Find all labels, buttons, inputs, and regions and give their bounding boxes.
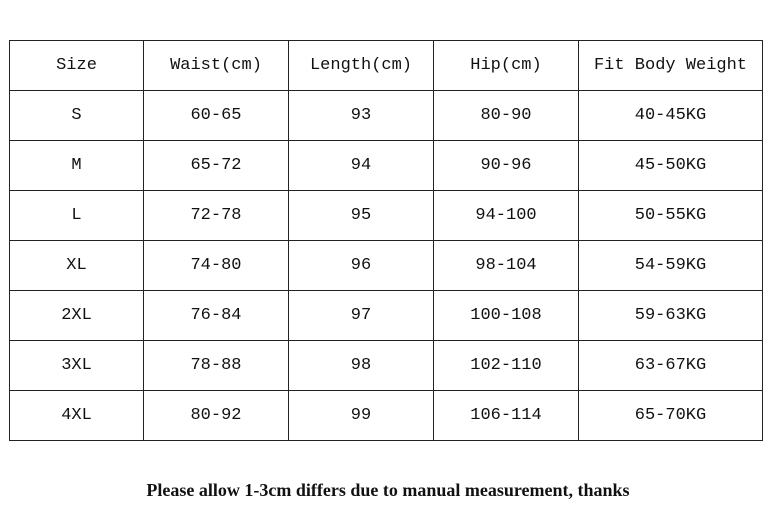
table-row: M 65-72 94 90-96 45-50KG xyxy=(9,140,763,191)
table-cell: 90-96 xyxy=(433,140,579,191)
column-header: Fit Body Weight xyxy=(578,40,763,91)
table-cell: 54-59KG xyxy=(578,240,763,291)
table-cell: 94-100 xyxy=(433,190,579,241)
table-body: S 60-65 93 80-90 40-45KG M 65-72 94 90-96 45-50KG… xyxy=(9,90,763,441)
table-cell: 72-78 xyxy=(143,190,289,241)
column-header: Hip(cm) xyxy=(433,40,579,91)
size-table: Size Waist(cm) Length(cm) Hip(cm) Fit Body W… xyxy=(9,40,763,441)
column-header: Length(cm) xyxy=(288,40,434,91)
table-cell: 3XL xyxy=(9,340,144,391)
table-row: XL 74-80 96 98-104 54-59KG xyxy=(9,240,763,291)
table-cell: 2XL xyxy=(9,290,144,341)
table-cell: 59-63KG xyxy=(578,290,763,341)
table-cell: 65-72 xyxy=(143,140,289,191)
note: Please allow 1-3cm differs due to manual… xyxy=(146,480,630,500)
table-cell: 106-114 xyxy=(433,390,579,441)
header-row: Size Waist(cm) Length(cm) Hip(cm) Fit Body W… xyxy=(9,40,763,91)
table-cell: 97 xyxy=(288,290,434,341)
table-cell: 95 xyxy=(288,190,434,241)
table-cell: 99 xyxy=(288,390,434,441)
table-cell: 74-80 xyxy=(143,240,289,291)
table-cell: 98 xyxy=(288,340,434,391)
table-row: S 60-65 93 80-90 40-45KG xyxy=(9,90,763,141)
table-cell: S xyxy=(9,90,144,141)
table-row: 4XL 80-92 99 106-114 65-70KG xyxy=(9,390,763,441)
table-cell: 50-55KG xyxy=(578,190,763,241)
table-cell: 65-70KG xyxy=(578,390,763,441)
table-cell: 4XL xyxy=(9,390,144,441)
column-header: Size xyxy=(9,40,144,91)
column-header: Waist(cm) xyxy=(143,40,289,91)
table-cell: 45-50KG xyxy=(578,140,763,191)
table-cell: 93 xyxy=(288,90,434,141)
table-cell: 60-65 xyxy=(143,90,289,141)
table-cell: L xyxy=(9,190,144,241)
table-row: L 72-78 95 94-100 50-55KG xyxy=(9,190,763,241)
table-cell: 96 xyxy=(288,240,434,291)
table-cell: 76-84 xyxy=(143,290,289,341)
table-cell: 98-104 xyxy=(433,240,579,291)
table-cell: 94 xyxy=(288,140,434,191)
table-cell: 100-108 xyxy=(433,290,579,341)
table-cell: M xyxy=(9,140,144,191)
table-row: 2XL 76-84 97 100-108 59-63KG xyxy=(9,290,763,341)
table-cell: 63-67KG xyxy=(578,340,763,391)
table-cell: XL xyxy=(9,240,144,291)
table-cell: 102-110 xyxy=(433,340,579,391)
table-cell: 80-92 xyxy=(143,390,289,441)
table-row: 3XL 78-88 98 102-110 63-67KG xyxy=(9,340,763,391)
table-cell: 40-45KG xyxy=(578,90,763,141)
table-cell: 78-88 xyxy=(143,340,289,391)
table-cell: 80-90 xyxy=(433,90,579,141)
